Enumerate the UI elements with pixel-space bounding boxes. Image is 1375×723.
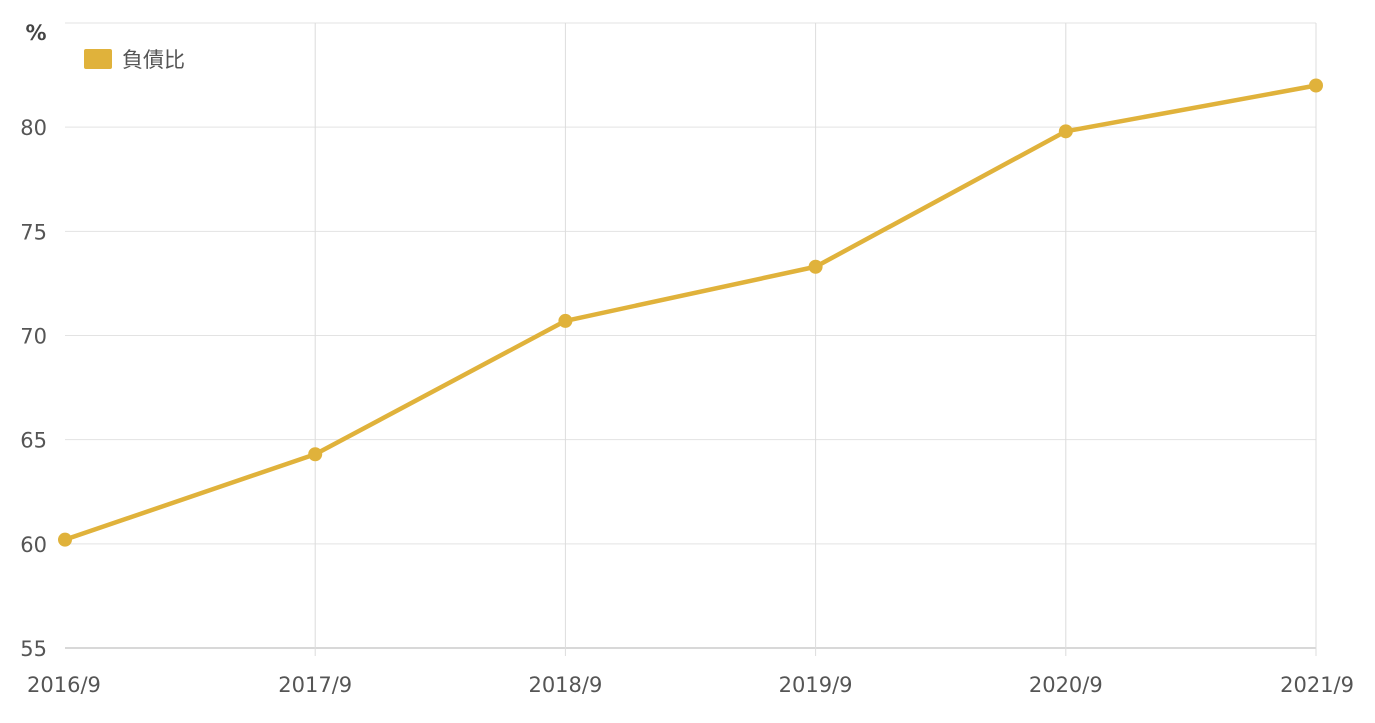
y-tick-label: 65: [20, 429, 47, 453]
vertical-gridlines: [314, 23, 1317, 656]
data-point[interactable]: [1309, 78, 1323, 93]
data-point[interactable]: [808, 259, 823, 274]
horizontal-gridlines: [65, 22, 1316, 649]
y-axis-tick-labels: 55 60 65 70 75 80: [20, 116, 47, 661]
series-layer: [58, 78, 1323, 547]
y-axis-unit-label: %: [25, 21, 46, 45]
data-point[interactable]: [558, 313, 573, 328]
legend: 負債比: [84, 48, 185, 72]
x-tick-label: 2020/9: [1029, 673, 1103, 697]
x-tick-label: 2019/9: [779, 673, 853, 697]
data-point[interactable]: [1058, 124, 1073, 139]
x-axis-tick-labels: 2016/9 2017/9 2018/9 2019/9 2020/9 2021/9: [27, 673, 1354, 697]
x-tick-label: 2021/9: [1280, 673, 1354, 697]
y-tick-label: 55: [20, 637, 47, 661]
y-tick-label: 75: [20, 220, 47, 244]
x-tick-label: 2016/9: [27, 673, 101, 697]
legend-label: 負債比: [122, 48, 185, 72]
x-tick-label: 2018/9: [528, 673, 602, 697]
y-tick-label: 80: [20, 116, 47, 140]
data-point[interactable]: [308, 447, 323, 462]
x-tick-label: 2017/9: [278, 673, 352, 697]
data-point[interactable]: [58, 532, 72, 547]
legend-swatch: [84, 49, 112, 69]
y-tick-label: 70: [20, 325, 47, 349]
series-line: [62, 83, 1319, 542]
y-tick-label: 60: [20, 533, 47, 557]
